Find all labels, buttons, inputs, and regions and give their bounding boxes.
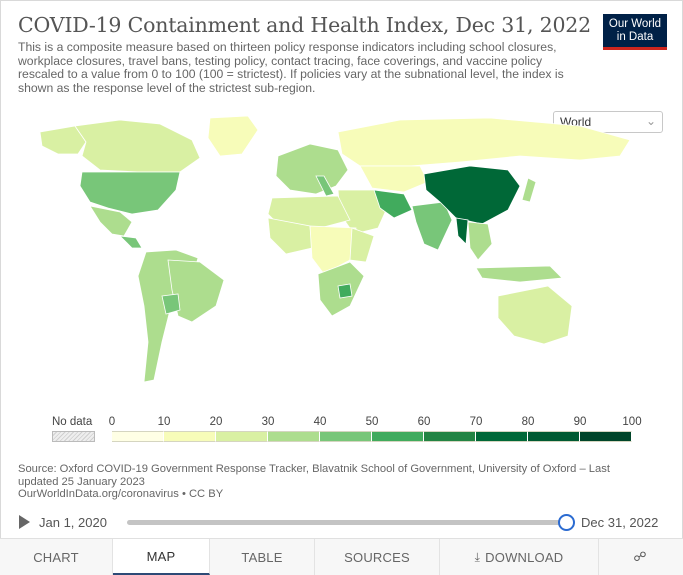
play-icon[interactable] (19, 515, 30, 529)
tab-table[interactable]: TABLE (210, 539, 315, 575)
legend-bin[interactable] (528, 431, 580, 442)
tab-share[interactable]: ☍ (599, 539, 681, 575)
map-region-bolivia[interactable] (161, 293, 181, 315)
map-region-china[interactable] (423, 165, 521, 225)
legend-tick-label: 100 (622, 416, 642, 428)
source-line-1: Source: Oxford COVID-19 Government Respo… (18, 463, 610, 475)
tab-table-label: TABLE (241, 549, 283, 565)
legend-no-data-swatch (52, 431, 95, 442)
legend-bin[interactable] (216, 431, 268, 442)
tab-map[interactable]: MAP (113, 539, 210, 575)
map-region-mexico[interactable] (89, 205, 133, 237)
timeline-handle[interactable] (558, 514, 575, 531)
page-title: COVID-19 Containment and Health Index, D… (18, 13, 591, 37)
tab-map-label: MAP (146, 548, 176, 564)
tab-chart[interactable]: CHART (0, 539, 113, 575)
legend-bin[interactable] (580, 431, 632, 442)
tab-sources-label: SOURCES (344, 549, 410, 565)
tab-sources[interactable]: SOURCES (315, 539, 440, 575)
source-line-2: updated 25 January 2023 (18, 475, 145, 488)
map-region-indonesia[interactable] (475, 265, 563, 283)
map-region-greenland[interactable] (207, 115, 259, 157)
page-subtitle: This is a composite measure based on thi… (18, 40, 564, 95)
map-region-central-america[interactable] (118, 235, 143, 249)
map-region-brazil[interactable] (167, 259, 225, 323)
map-region-east-africa[interactable] (349, 227, 375, 263)
logo-line-2: in Data (616, 31, 654, 43)
logo-line-1: Our World (608, 18, 662, 30)
map-region-central-asia[interactable] (359, 165, 429, 193)
timeline-end-label[interactable]: Dec 31, 2022 (581, 515, 659, 530)
map-region-myanmar[interactable] (455, 217, 469, 245)
world-map[interactable] (20, 110, 660, 410)
legend-bin[interactable] (112, 431, 164, 442)
legend-tick-label: 0 (108, 416, 116, 428)
tab-download-label: DOWNLOAD (485, 549, 564, 565)
legend-tick-label: 60 (417, 416, 431, 428)
legend-bin[interactable] (268, 431, 320, 442)
legend-bin[interactable] (164, 431, 216, 442)
download-icon: ⤓ (474, 549, 481, 564)
legend-tick-label: 40 (313, 416, 327, 428)
timeline-track[interactable] (127, 520, 567, 525)
legend-no-data-label: No data (52, 416, 93, 428)
legend-bin[interactable] (476, 431, 528, 442)
tab-chart-label: CHART (33, 549, 79, 565)
owid-logo[interactable]: Our World in Data (603, 14, 667, 50)
map-region-western-europe[interactable] (275, 143, 349, 195)
map-region-italy[interactable] (315, 175, 335, 197)
map-region-united-states[interactable] (79, 171, 181, 215)
chevron-down-icon: ⌄ (645, 114, 656, 128)
map-region-russia[interactable] (337, 117, 631, 167)
map-region-japan[interactable] (521, 177, 537, 203)
map-region-zimbabwe[interactable] (337, 283, 353, 299)
legend-tick-label: 70 (469, 416, 483, 428)
map-region-west-africa[interactable] (267, 217, 313, 255)
legend-tick-label: 50 (365, 416, 379, 428)
source-line-3[interactable]: OurWorldInData.org/coronavirus • CC BY (18, 488, 224, 500)
legend-bin[interactable] (372, 431, 424, 442)
map-region-india[interactable] (411, 201, 453, 251)
legend-tick-label: 80 (521, 416, 535, 428)
timeline-start-label[interactable]: Jan 1, 2020 (39, 515, 107, 530)
legend-bin[interactable] (320, 431, 372, 442)
legend-tick-label: 20 (209, 416, 223, 428)
tab-bar: CHART MAP TABLE SOURCES ⤓ DOWNLOAD ☍ (0, 538, 683, 575)
map-region-iran[interactable] (373, 189, 413, 219)
source-note: Source: Oxford COVID-19 Government Respo… (18, 463, 618, 501)
map-region-southeast-asia[interactable] (467, 221, 493, 261)
map-region-canada[interactable] (74, 119, 201, 173)
legend-tick-label: 10 (157, 416, 171, 428)
map-region-australia[interactable] (497, 285, 573, 345)
timeline: Jan 1, 2020 Dec 31, 2022 (0, 510, 683, 536)
legend-tick-label: 90 (573, 416, 587, 428)
legend-bin[interactable] (424, 431, 476, 442)
tab-download[interactable]: ⤓ DOWNLOAD (440, 539, 599, 575)
legend-tick-label: 30 (261, 416, 275, 428)
share-icon: ☍ (633, 549, 647, 564)
color-legend: No data 0 10 20 30 40 50 60 70 80 90 100 (0, 410, 683, 450)
